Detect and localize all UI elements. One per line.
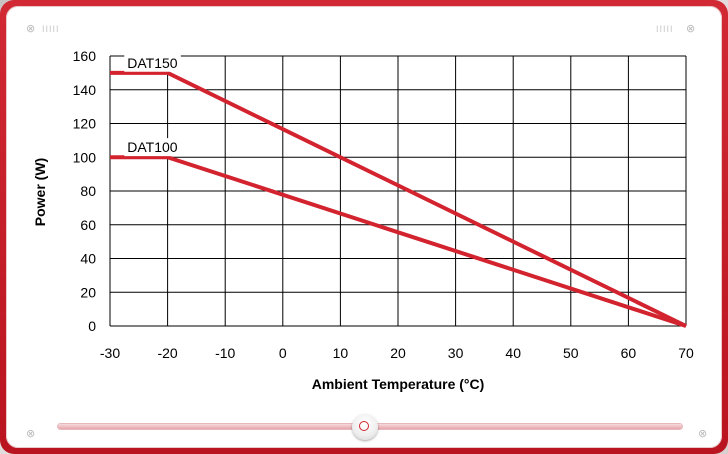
x-tick-label: -30: [100, 345, 120, 361]
y-tick-label: 80: [80, 183, 96, 199]
x-tick-label: -10: [215, 345, 235, 361]
x-tick-label: 20: [390, 345, 406, 361]
y-tick-label: 0: [88, 318, 96, 334]
y-axis-label: Power (W): [32, 158, 48, 226]
series-line-dat100: [110, 155, 687, 328]
series-line-dat150: [110, 70, 687, 328]
y-tick-label: 60: [80, 217, 96, 233]
tick-labels: -30 -20 -10 0 10 20 30 40 50 60 70 0 20 40 60 80 100 120 1…: [73, 48, 694, 361]
close-icon-bottom-right[interactable]: ⊗: [698, 428, 708, 440]
y-tick-label: 140: [73, 82, 97, 98]
y-tick-label: 20: [80, 284, 96, 300]
grip-icon-top-left[interactable]: IIIII: [42, 24, 60, 34]
close-icon-bottom-left[interactable]: ⊗: [26, 428, 36, 440]
x-tick-label: 50: [563, 345, 579, 361]
series-lines: [110, 70, 687, 328]
x-tick-label: 40: [505, 345, 521, 361]
x-tick-label: -20: [157, 345, 177, 361]
y-tick-label: 120: [73, 116, 97, 132]
close-icon-top-left[interactable]: ⊗: [26, 23, 36, 35]
timeline-slider-knob[interactable]: [352, 414, 378, 440]
series-label-bg: [124, 53, 181, 72]
series-label-dat150: DAT150: [127, 55, 178, 71]
x-tick-label: 0: [279, 345, 287, 361]
x-tick-label: 60: [621, 345, 637, 361]
y-tick-label: 160: [73, 48, 97, 64]
series-label-bg: [124, 138, 181, 157]
grip-icon-top-right[interactable]: IIIII: [656, 24, 674, 34]
x-tick-label: 30: [448, 345, 464, 361]
series-labels: DAT150 DAT100: [124, 53, 181, 157]
x-tick-label: 70: [678, 345, 694, 361]
y-tick-label: 40: [80, 251, 96, 267]
series-label-dat100: DAT100: [127, 139, 178, 155]
chart-panel: [6, 6, 722, 448]
y-tick-label: 100: [73, 149, 97, 165]
x-tick-label: 10: [333, 345, 349, 361]
x-axis-label: Ambient Temperature (°C): [312, 376, 485, 392]
close-icon-top-right[interactable]: ⊗: [686, 23, 696, 35]
